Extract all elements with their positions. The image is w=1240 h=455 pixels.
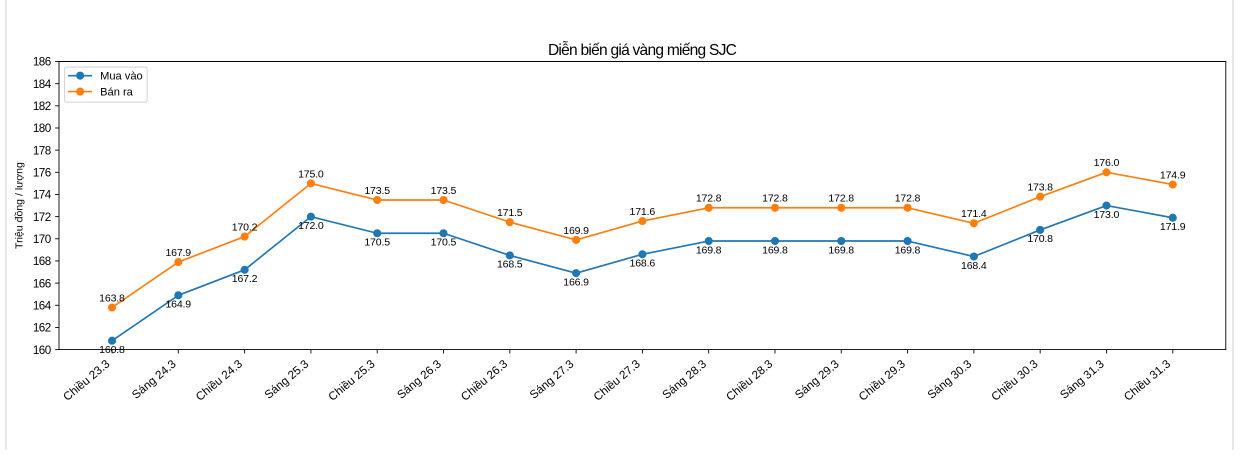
svg-text:175.0: 175.0: [298, 168, 324, 180]
svg-text:167.9: 167.9: [165, 247, 191, 259]
svg-text:160.8: 160.8: [99, 344, 125, 356]
svg-text:169.9: 169.9: [563, 225, 589, 237]
svg-text:171.6: 171.6: [630, 206, 656, 218]
svg-text:173.5: 173.5: [364, 185, 390, 197]
svg-text:172.8: 172.8: [828, 193, 854, 205]
svg-text:160: 160: [33, 344, 52, 357]
svg-text:169.8: 169.8: [762, 244, 788, 256]
svg-text:171.5: 171.5: [497, 207, 523, 219]
svg-text:186: 186: [33, 56, 51, 69]
svg-text:170.5: 170.5: [431, 237, 457, 249]
svg-text:169.8: 169.8: [828, 244, 854, 256]
svg-text:173.5: 173.5: [431, 185, 457, 197]
svg-text:173.0: 173.0: [1094, 209, 1120, 221]
svg-text:168: 168: [33, 255, 51, 268]
svg-text:166.9: 166.9: [563, 276, 589, 288]
svg-text:162: 162: [33, 322, 51, 335]
svg-text:Diễn biến giá vàng miếng SJC: Diễn biến giá vàng miếng SJC: [548, 42, 737, 59]
svg-text:164: 164: [33, 300, 52, 313]
svg-text:172.8: 172.8: [895, 193, 921, 205]
svg-text:174: 174: [33, 189, 52, 202]
svg-text:168.5: 168.5: [497, 259, 523, 271]
svg-text:174.9: 174.9: [1160, 169, 1186, 181]
svg-text:Bán ra: Bán ra: [100, 86, 134, 98]
svg-text:180: 180: [33, 122, 52, 135]
svg-text:170.8: 170.8: [1027, 233, 1053, 245]
svg-text:163.8: 163.8: [99, 292, 125, 304]
svg-text:178: 178: [33, 144, 51, 157]
svg-text:164.9: 164.9: [165, 299, 191, 311]
svg-text:166: 166: [33, 277, 51, 290]
svg-text:172: 172: [33, 211, 51, 224]
svg-text:Triệu đồng / lượng: Triệu đồng / lượng: [14, 162, 26, 249]
svg-text:171.9: 171.9: [1160, 221, 1186, 233]
svg-text:172.0: 172.0: [298, 220, 324, 232]
svg-text:176.0: 176.0: [1094, 157, 1120, 169]
svg-text:170: 170: [33, 233, 52, 246]
svg-text:184: 184: [33, 78, 52, 91]
svg-text:176: 176: [33, 167, 51, 180]
svg-text:171.4: 171.4: [961, 208, 987, 220]
svg-text:182: 182: [33, 100, 51, 113]
svg-text:169.8: 169.8: [895, 244, 921, 256]
svg-text:169.8: 169.8: [696, 244, 722, 256]
svg-text:172.8: 172.8: [762, 193, 788, 205]
svg-text:168.6: 168.6: [630, 258, 656, 270]
svg-text:170.2: 170.2: [232, 221, 258, 233]
svg-text:Mua vào: Mua vào: [100, 71, 143, 83]
svg-text:170.5: 170.5: [364, 237, 390, 249]
svg-text:168.4: 168.4: [961, 260, 987, 272]
svg-text:173.8: 173.8: [1027, 182, 1053, 194]
svg-text:167.2: 167.2: [232, 273, 258, 285]
svg-text:172.8: 172.8: [696, 193, 722, 205]
